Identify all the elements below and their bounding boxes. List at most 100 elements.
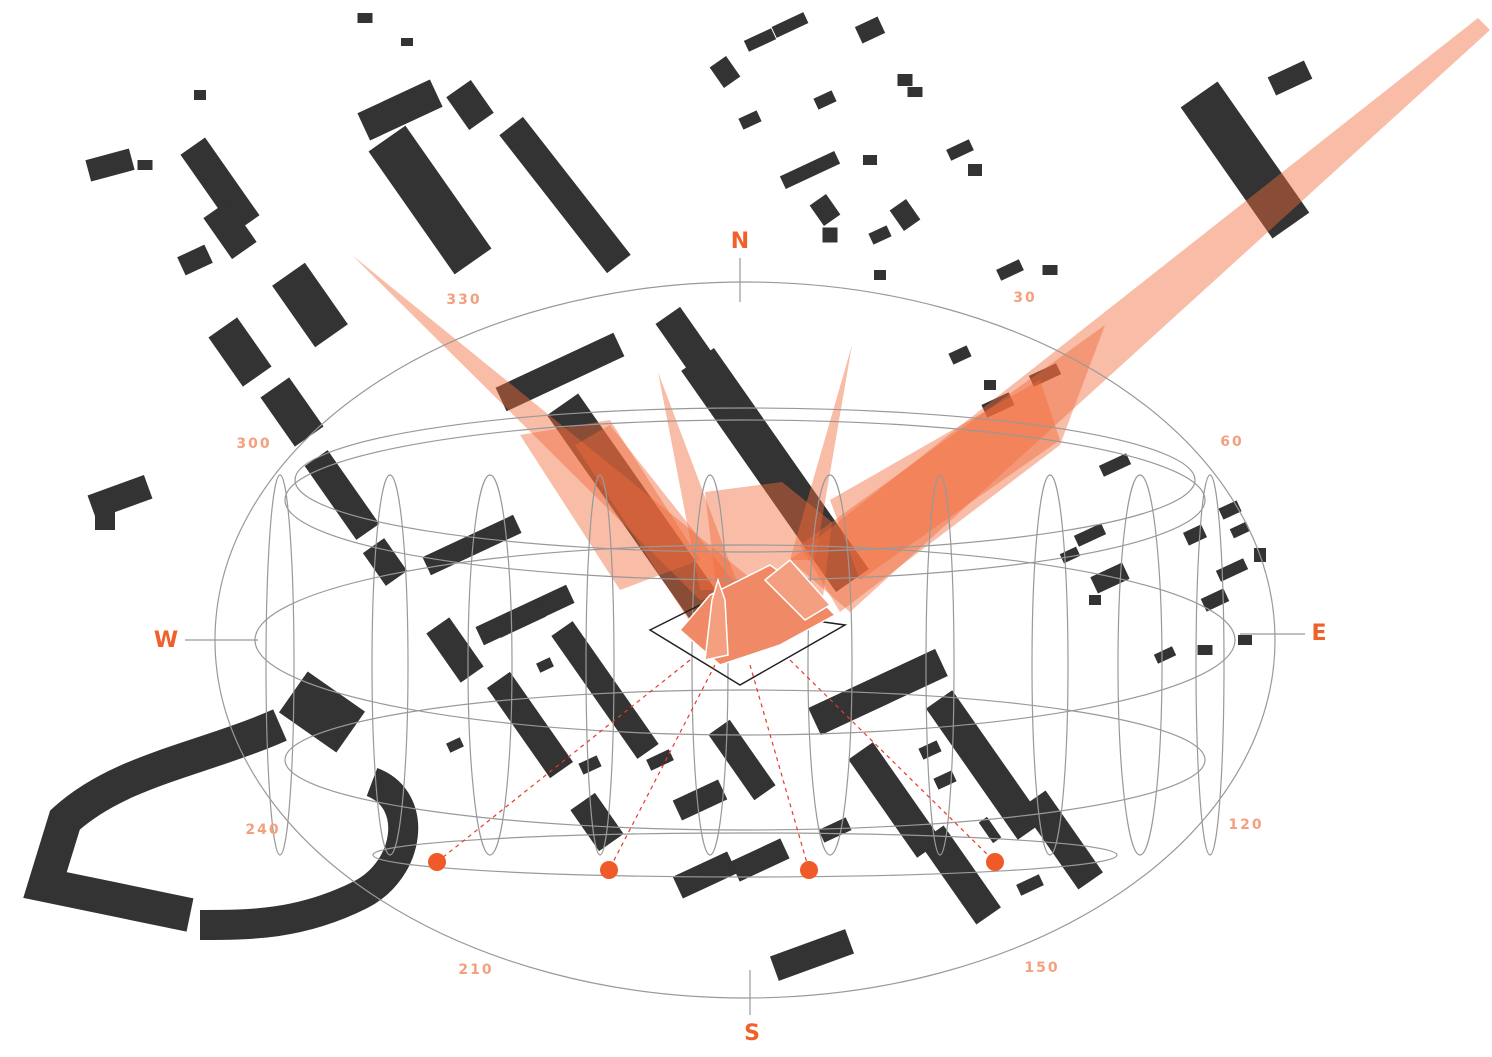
building <box>551 621 659 759</box>
building <box>446 737 464 753</box>
meridian-loop <box>807 474 853 856</box>
building <box>278 671 366 753</box>
building <box>771 12 809 38</box>
meridian-loop <box>691 474 729 856</box>
shadow <box>790 345 852 560</box>
building <box>95 510 115 530</box>
south-label: S <box>744 1021 760 1046</box>
sun-path-band <box>372 832 1118 878</box>
building <box>362 538 408 586</box>
building <box>1215 558 1249 582</box>
shadow <box>790 18 1490 612</box>
azimuth-label: 150 <box>1024 960 1059 976</box>
meridian-loop <box>265 474 295 856</box>
building <box>889 199 921 231</box>
meridian-loop <box>467 474 513 856</box>
shadow <box>800 325 1105 612</box>
building <box>808 648 948 736</box>
building <box>1182 524 1208 546</box>
meridian-loop <box>1195 474 1225 856</box>
building <box>919 825 1001 925</box>
building <box>177 244 213 276</box>
building <box>1200 588 1230 612</box>
building <box>948 345 972 365</box>
shadow <box>352 255 765 600</box>
azimuth-label: 60 <box>1220 434 1243 450</box>
meridian-loop <box>1031 474 1069 856</box>
building <box>1016 874 1044 896</box>
west-label: W <box>154 628 178 653</box>
building <box>203 200 257 260</box>
sun-path-band <box>284 689 1206 831</box>
building <box>570 792 624 852</box>
building <box>946 139 974 161</box>
building <box>933 770 957 790</box>
sun-dot <box>600 861 618 879</box>
site-outline <box>648 604 848 686</box>
ray <box>436 659 691 863</box>
building <box>578 755 602 775</box>
building <box>272 262 348 348</box>
building <box>1089 595 1101 605</box>
building <box>968 164 982 176</box>
building <box>672 779 728 821</box>
sun-positions <box>428 853 1004 879</box>
building <box>874 270 886 280</box>
building <box>1073 523 1107 547</box>
building <box>401 38 413 46</box>
meridian-loop <box>371 474 409 856</box>
building <box>304 450 380 540</box>
sun-dot <box>800 861 818 879</box>
shadow <box>658 372 740 590</box>
building-layer <box>23 12 1313 981</box>
shadow <box>520 420 700 590</box>
building <box>868 225 892 245</box>
building <box>137 160 153 170</box>
building <box>495 332 625 412</box>
shadow <box>575 425 742 622</box>
east-label: E <box>1311 621 1326 646</box>
building <box>499 116 631 274</box>
labels: N S E W 330 30 300 60 240 120 210 150 <box>154 229 1327 1046</box>
meridian-loop <box>925 474 955 856</box>
sun-dot <box>986 853 1004 871</box>
azimuth-label: 210 <box>458 962 493 978</box>
building <box>493 602 547 638</box>
building <box>1153 646 1177 664</box>
building <box>769 929 855 981</box>
building <box>260 377 324 447</box>
sun-path-band <box>294 407 1196 553</box>
building <box>87 474 153 520</box>
building <box>918 740 942 760</box>
building <box>1229 521 1251 539</box>
building-crescent <box>23 709 287 932</box>
sun-dot <box>428 853 446 871</box>
building <box>738 110 762 130</box>
building <box>981 392 1015 418</box>
building <box>822 227 838 243</box>
azimuth-label: 30 <box>1013 290 1036 306</box>
ray <box>749 664 810 871</box>
north-label: N <box>731 229 749 254</box>
building <box>655 306 715 374</box>
building <box>536 657 554 673</box>
building <box>681 347 869 593</box>
azimuth-label: 120 <box>1228 817 1263 833</box>
building <box>547 393 733 637</box>
building <box>809 194 841 226</box>
church-spire <box>704 577 729 661</box>
building <box>446 80 494 130</box>
building <box>368 125 492 275</box>
meridian-loop <box>1117 474 1163 856</box>
building <box>646 749 674 771</box>
building <box>813 90 837 110</box>
building <box>1090 562 1130 594</box>
building <box>743 28 777 52</box>
building <box>1098 453 1132 477</box>
building <box>978 816 1002 844</box>
building <box>897 74 913 86</box>
azimuth-label: 240 <box>245 822 280 838</box>
building <box>1267 60 1313 96</box>
